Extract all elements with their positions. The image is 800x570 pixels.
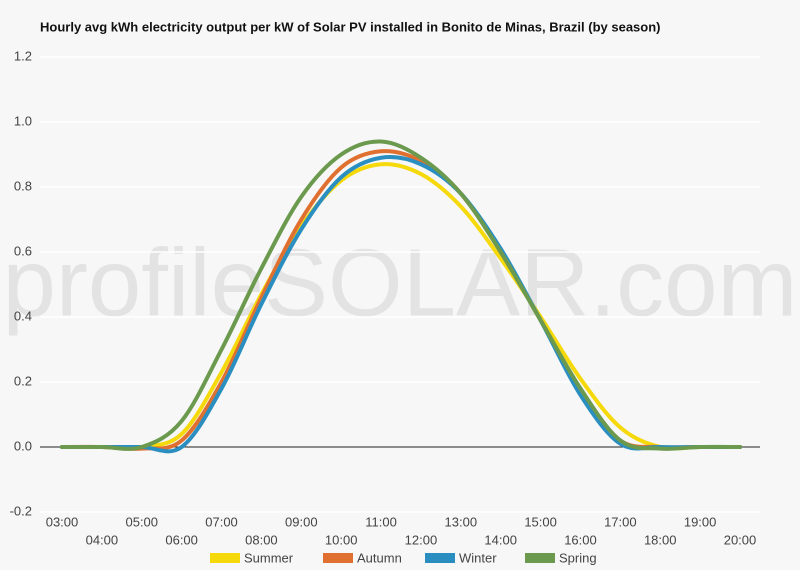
legend-swatch (210, 553, 240, 563)
y-tick-label: -0.2 (10, 503, 32, 518)
x-tick-label: 20:00 (724, 532, 757, 547)
x-tick-label: 11:00 (365, 514, 397, 529)
y-tick-label: 0.4 (14, 308, 32, 323)
legend-label: Summer (244, 550, 294, 565)
x-tick-label: 18:00 (644, 532, 677, 547)
x-tick-label: 04:00 (86, 532, 119, 547)
x-tick-label: 19:00 (684, 514, 717, 529)
x-tick-label: 09:00 (285, 514, 318, 529)
x-tick-label: 17:00 (604, 514, 637, 529)
legend-label: Autumn (357, 550, 402, 565)
y-tick-label: 1.0 (14, 113, 32, 128)
x-tick-label: 05:00 (125, 514, 158, 529)
x-tick-label: 12:00 (405, 532, 438, 547)
x-tick-label: 10:00 (325, 532, 358, 547)
y-tick-label: 1.2 (14, 48, 32, 63)
legend-swatch (425, 553, 455, 563)
legend-label: Winter (459, 550, 497, 565)
x-tick-label: 03:00 (46, 514, 79, 529)
x-tick-label: 07:00 (205, 514, 238, 529)
series-line (60, 155, 742, 454)
y-tick-label: 0.6 (14, 243, 32, 258)
y-tick-label: 0.8 (14, 178, 32, 193)
x-tick-label: 06:00 (165, 532, 198, 547)
series-line (60, 162, 742, 451)
x-tick-label: 08:00 (245, 532, 278, 547)
y-tick-label: 0.2 (14, 373, 32, 388)
x-tick-label: 16:00 (564, 532, 597, 547)
x-tick-label: 15:00 (524, 514, 557, 529)
x-tick-label: 14:00 (484, 532, 517, 547)
series-line (60, 139, 742, 451)
watermark: profileSOLAR.com (3, 229, 798, 336)
legend-label: Spring (559, 550, 597, 565)
chart-title: Hourly avg kWh electricity output per kW… (40, 19, 661, 34)
x-tick-label: 13:00 (445, 514, 478, 529)
legend-swatch (525, 553, 555, 563)
legend-swatch (323, 553, 353, 563)
y-tick-label: 0.0 (14, 438, 32, 453)
